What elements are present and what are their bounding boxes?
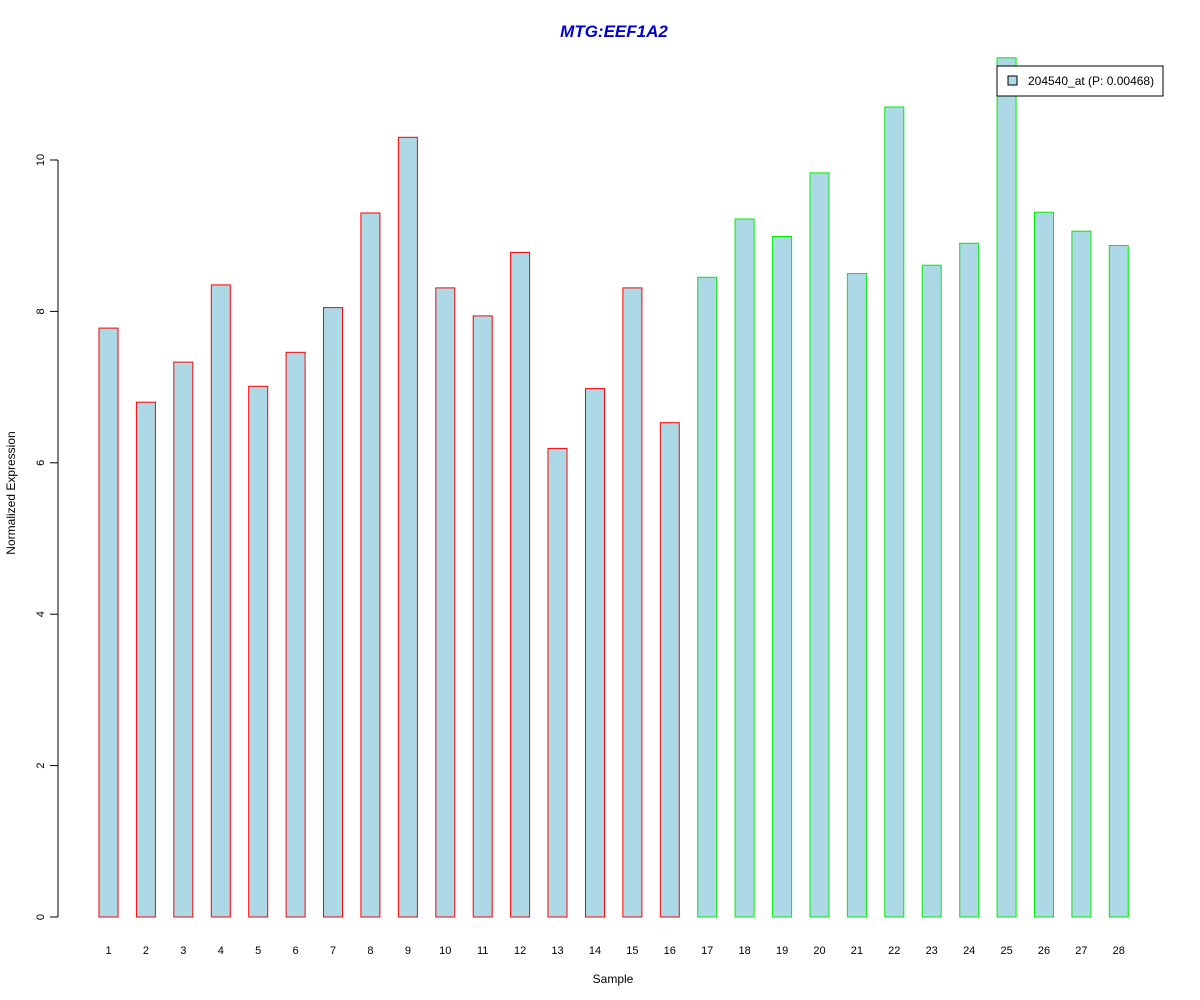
bar-sample-6 <box>285 351 306 918</box>
bar-sample-24 <box>959 242 980 918</box>
bar-sample-19 <box>772 236 793 918</box>
bar-sample-12 <box>510 251 531 918</box>
x-tick-labels: 1 2 3 4 5 6 7 8 9 10 11 12 13 14 15 16 17 18 19 20 21 22 23 24 2… <box>105 945 1124 957</box>
x-tick-label: 8 <box>367 945 373 957</box>
x-tick-label: 3 <box>180 945 186 957</box>
bar-sample-2 <box>135 401 156 918</box>
y-tick-label: 4 <box>35 611 47 617</box>
x-tick-label: 24 <box>963 945 975 957</box>
bar-sample-4 <box>210 284 231 918</box>
bar-sample-7 <box>323 307 343 918</box>
bar-sample-15 <box>622 287 643 918</box>
x-tick-label: 25 <box>1000 945 1012 957</box>
bar-sample-22 <box>884 106 905 918</box>
x-tick-label: 15 <box>626 945 638 957</box>
legend-label: 204540_at (P: 0.00468) <box>1028 74 1154 88</box>
y-tick-label: 10 <box>35 154 47 166</box>
bar-sample-5 <box>248 385 269 918</box>
y-tick-label: 8 <box>35 308 47 314</box>
x-tick-label: 10 <box>439 945 451 957</box>
x-tick-label: 1 <box>105 945 111 957</box>
bar-sample-21 <box>846 273 867 918</box>
x-tick-label: 6 <box>293 945 299 957</box>
bar-sample-20 <box>809 172 830 918</box>
bar-sample-18 <box>734 218 755 918</box>
y-tick-label: 2 <box>35 763 47 769</box>
bar-sample-8 <box>360 212 381 918</box>
x-tick-label: 19 <box>776 945 788 957</box>
bar-sample-25 <box>996 57 1017 918</box>
x-tick-label: 27 <box>1075 945 1087 957</box>
bar-sample-10 <box>435 287 456 918</box>
x-tick-label: 17 <box>701 945 713 957</box>
x-tick-label: 12 <box>514 945 526 957</box>
y-tick-label: 0 <box>35 914 47 920</box>
y-tick-label: 6 <box>35 460 47 466</box>
x-tick-label: 4 <box>218 945 224 957</box>
bar-sample-26 <box>1034 211 1054 918</box>
bar-sample-9 <box>397 136 418 918</box>
bar-sample-14 <box>585 388 605 918</box>
x-tick-label: 18 <box>738 945 750 957</box>
bars-group <box>98 57 1129 918</box>
x-axis-label: Sample <box>593 972 634 986</box>
x-tick-label: 2 <box>143 945 149 957</box>
bar-sample-17 <box>697 276 718 918</box>
x-tick-label: 23 <box>926 945 938 957</box>
y-axis: 0 2 4 6 8 10 <box>35 154 59 920</box>
x-tick-label: 16 <box>664 945 676 957</box>
bar-sample-3 <box>173 361 194 918</box>
x-tick-label: 28 <box>1113 945 1125 957</box>
bar-sample-13 <box>547 447 568 918</box>
legend: 204540_at (P: 0.00468) <box>996 65 1164 97</box>
x-tick-label: 13 <box>551 945 563 957</box>
bar-sample-11 <box>472 315 493 918</box>
x-tick-label: 22 <box>888 945 900 957</box>
bar-sample-27 <box>1071 230 1092 918</box>
x-tick-label: 9 <box>405 945 411 957</box>
x-tick-label: 7 <box>330 945 336 957</box>
bar-sample-28 <box>1108 245 1129 918</box>
x-tick-label: 5 <box>255 945 261 957</box>
legend-swatch <box>1007 75 1018 86</box>
y-axis-label: Normalized Expression <box>4 431 18 554</box>
x-tick-label: 21 <box>851 945 863 957</box>
bar-sample-23 <box>921 264 942 918</box>
chart-title: MTG:EEF1A2 <box>560 22 668 41</box>
legend-box <box>996 65 1164 97</box>
x-tick-label: 14 <box>589 945 601 957</box>
x-tick-label: 26 <box>1038 945 1050 957</box>
bar-sample-1 <box>98 327 119 918</box>
bar-sample-16 <box>659 422 680 918</box>
x-tick-label: 20 <box>813 945 825 957</box>
x-tick-label: 11 <box>477 945 488 957</box>
